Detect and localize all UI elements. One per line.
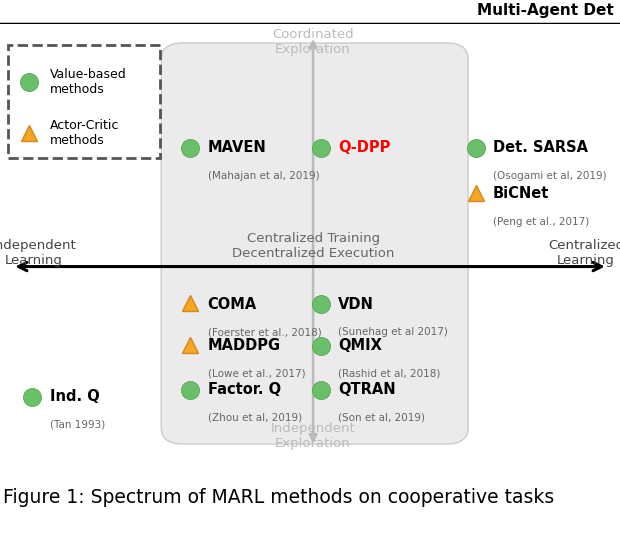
Text: Figure 1: Spectrum of MARL methods on cooperative tasks: Figure 1: Spectrum of MARL methods on co…	[3, 488, 554, 507]
Text: QMIX: QMIX	[338, 338, 382, 353]
Text: (Foerster et al., 2018): (Foerster et al., 2018)	[208, 327, 321, 337]
Text: BiCNet: BiCNet	[493, 186, 549, 201]
Text: Centralized
Learning: Centralized Learning	[548, 239, 620, 267]
Text: (Son et al, 2019): (Son et al, 2019)	[338, 413, 425, 423]
Text: Coordinated
Exploration: Coordinated Exploration	[272, 28, 354, 56]
Text: VDN: VDN	[338, 297, 374, 312]
Text: (Tan 1993): (Tan 1993)	[50, 420, 105, 429]
Text: Centralized Training
Decentralized Execution: Centralized Training Decentralized Execu…	[232, 232, 394, 260]
Text: Independent
Exploration: Independent Exploration	[271, 421, 355, 450]
Text: Ind. Q: Ind. Q	[50, 389, 99, 404]
Text: Det. SARSA: Det. SARSA	[493, 140, 588, 155]
Text: Q-DPP: Q-DPP	[338, 140, 390, 155]
Text: (Rashid et al, 2018): (Rashid et al, 2018)	[338, 369, 440, 379]
FancyBboxPatch shape	[8, 46, 160, 158]
Text: Actor-Critic
methods: Actor-Critic methods	[50, 119, 120, 147]
Text: Value-based
methods: Value-based methods	[50, 68, 127, 96]
Text: MADDPG: MADDPG	[208, 338, 281, 353]
Text: Multi-Agent Det: Multi-Agent Det	[477, 3, 614, 18]
Text: COMA: COMA	[208, 297, 257, 312]
Text: (Mahajan et al, 2019): (Mahajan et al, 2019)	[208, 170, 319, 181]
Text: (Zhou et al, 2019): (Zhou et al, 2019)	[208, 413, 302, 423]
Text: (Osogami et al, 2019): (Osogami et al, 2019)	[493, 170, 606, 181]
Text: (Sunehag et al 2017): (Sunehag et al 2017)	[338, 327, 448, 337]
Text: MAVEN: MAVEN	[208, 140, 267, 155]
FancyBboxPatch shape	[161, 43, 468, 444]
Text: Factor. Q: Factor. Q	[208, 382, 281, 397]
Text: QTRAN: QTRAN	[338, 382, 396, 397]
Text: (Lowe et al., 2017): (Lowe et al., 2017)	[208, 369, 305, 379]
Text: Independent
Learning: Independent Learning	[0, 239, 76, 267]
Text: (Peng et al., 2017): (Peng et al., 2017)	[493, 217, 589, 227]
